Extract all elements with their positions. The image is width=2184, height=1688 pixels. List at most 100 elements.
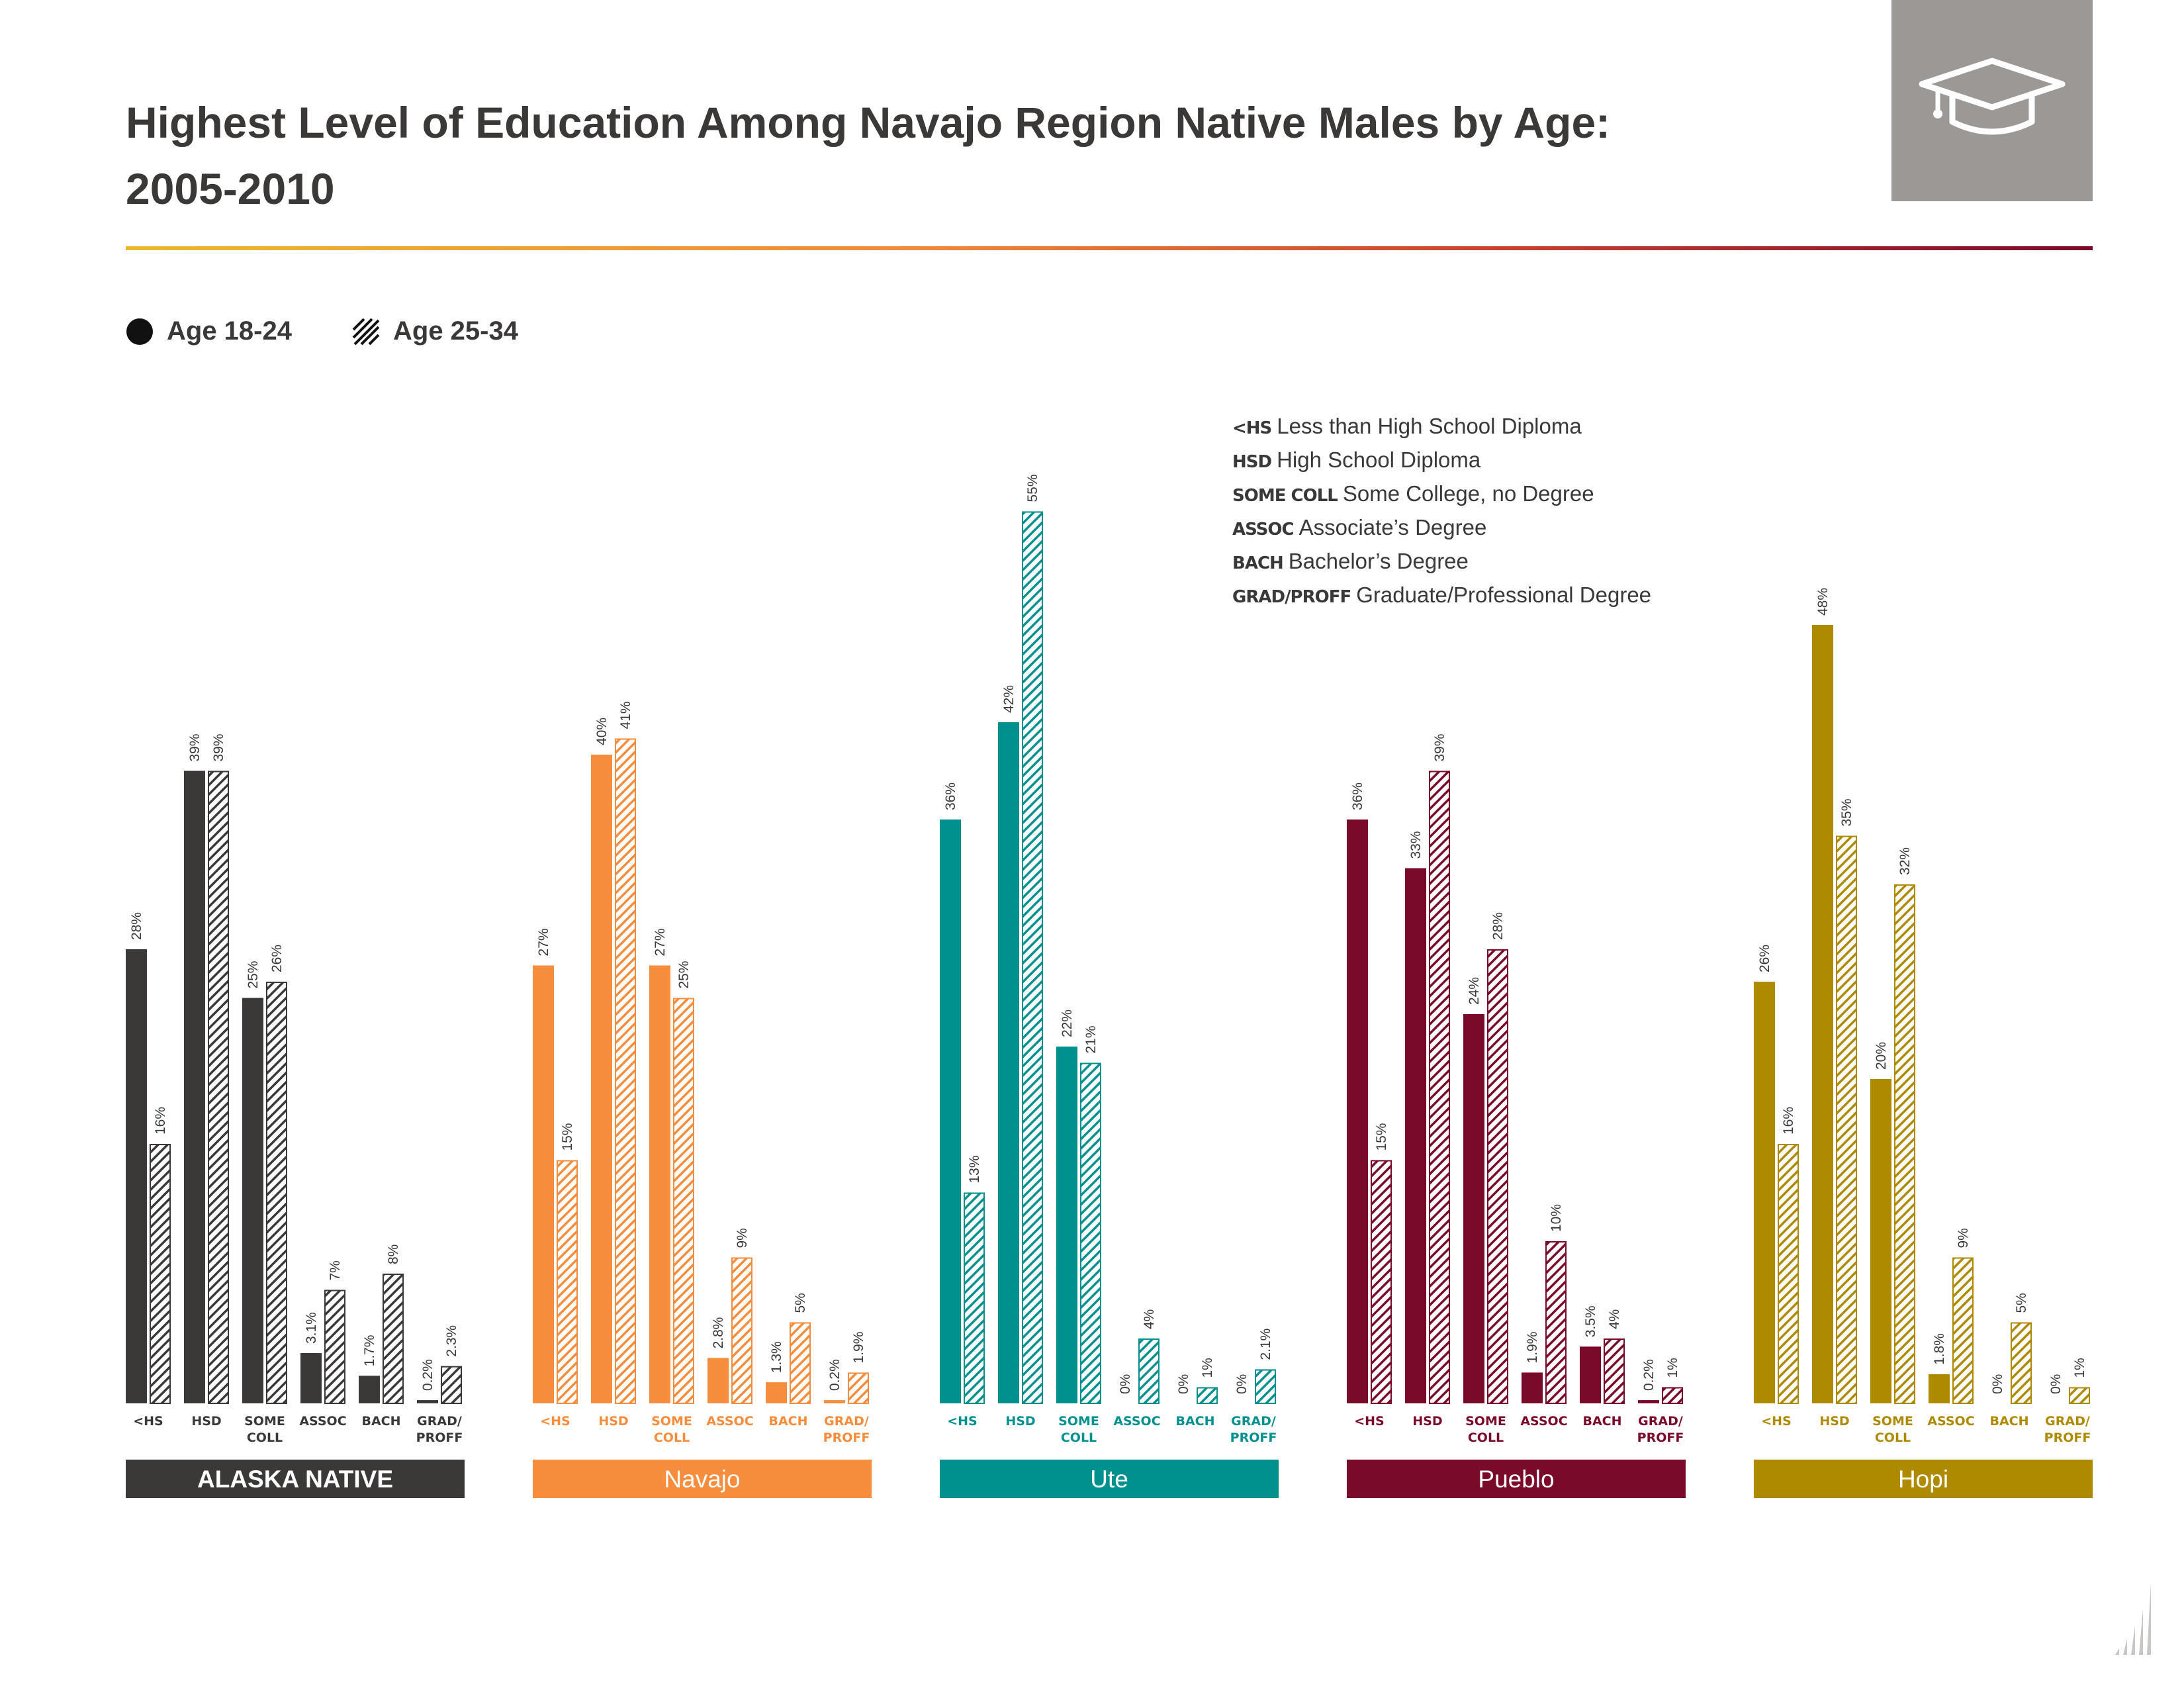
bar-value-label: 13% <box>967 1155 982 1183</box>
bar-age-25-34 <box>441 1366 462 1404</box>
category-label: <HS <box>947 1414 978 1429</box>
graduation-cap-icon <box>1919 58 2066 135</box>
bar-age-18-24 <box>1929 1374 1950 1403</box>
group-label: Ute <box>1090 1466 1128 1493</box>
bar-age-25-34 <box>150 1144 171 1404</box>
bar-age-25-34 <box>1662 1387 1683 1404</box>
bar-age-18-24 <box>1754 982 1775 1403</box>
bar-value-label: 7% <box>328 1260 343 1280</box>
bar-value-label: 20% <box>1874 1042 1889 1070</box>
hatch-swatch-icon <box>352 318 380 345</box>
bar-value-label: 26% <box>1757 945 1772 972</box>
category-label: ASSOC <box>1927 1414 1974 1429</box>
bar-value-label: 3.1% <box>304 1312 319 1344</box>
category-label: HSD <box>1005 1414 1035 1429</box>
group-label-box <box>126 1460 465 1498</box>
category-label: <HS <box>1761 1414 1792 1429</box>
bar-value-label: 9% <box>1956 1228 1971 1248</box>
panel-ute: 36% 13% <HS 42% 55% HSD 22% 21% SOME COLL 0% 4% ASSO… <box>940 474 1279 1498</box>
bar-value-label: 3.5% <box>1583 1305 1598 1337</box>
header-icon-box <box>1891 0 2093 201</box>
bar-value-label: 16% <box>1781 1107 1796 1135</box>
bar-age-25-34 <box>383 1274 404 1404</box>
category-label: BACH <box>1582 1414 1621 1429</box>
bar-age-18-24 <box>359 1376 380 1403</box>
bar-age-25-34 <box>1197 1387 1218 1404</box>
bar-value-label: 1% <box>1200 1358 1215 1378</box>
bar-age-25-34 <box>2069 1387 2090 1404</box>
bar-age-18-24 <box>649 965 670 1403</box>
bar-value-label: 26% <box>269 945 285 972</box>
category-label: <HS <box>540 1414 570 1429</box>
bar-value-label: 9% <box>735 1228 750 1248</box>
bar-value-label: 25% <box>676 961 692 988</box>
group-label-box <box>1754 1460 2093 1498</box>
legend-label: Age 18-24 <box>167 316 292 346</box>
bar-value-label: 2.3% <box>444 1325 459 1357</box>
bar-value-label: 0% <box>1234 1374 1250 1394</box>
group-label-box <box>940 1460 1279 1498</box>
abbr-row: BACH Bachelor’s Degree <box>1232 545 1651 579</box>
bar-value-label: 25% <box>246 961 261 988</box>
abbr-code: GRAD/PROFF <box>1232 587 1351 607</box>
bar-age-25-34 <box>1604 1338 1625 1404</box>
category-label: <HS <box>133 1414 163 1429</box>
bar-age-18-24 <box>1463 1014 1484 1403</box>
bar-value-label: 1% <box>2072 1358 2087 1378</box>
category-label: SOME COLL <box>1058 1414 1099 1445</box>
bar-age-18-24 <box>126 949 147 1403</box>
category-label: HSD <box>1819 1414 1849 1429</box>
bar-age-18-24 <box>1580 1346 1601 1403</box>
category-label: ASSOC <box>1520 1414 1567 1429</box>
bar-age-18-24 <box>1812 625 1833 1403</box>
chart-title-line2: 2005-2010 <box>126 164 335 213</box>
bar-age-25-34 <box>848 1372 869 1404</box>
abbr-row: GRAD/PROFF Graduate/Professional Degree <box>1232 579 1651 613</box>
bar-age-25-34 <box>1022 511 1043 1404</box>
bar-value-label: 0.2% <box>827 1359 842 1391</box>
bar-value-label: 5% <box>2014 1293 2029 1313</box>
category-label: GRAD/PROFF <box>2044 1414 2091 1445</box>
bar-value-label: 15% <box>1374 1123 1389 1150</box>
bar-age-25-34 <box>266 982 287 1404</box>
bar-value-label: 39% <box>187 733 203 761</box>
bar-value-label: 39% <box>1432 733 1447 761</box>
bar-value-label: 4% <box>1142 1309 1157 1329</box>
category-label: BACH <box>1175 1414 1214 1429</box>
bar-value-label: 0.2% <box>420 1359 435 1391</box>
legend-label: Age 25-34 <box>393 316 518 346</box>
bar-age-18-24 <box>824 1400 845 1403</box>
bar-age-25-34 <box>324 1289 345 1404</box>
group-label-box <box>533 1460 872 1498</box>
bar-value-label: 21% <box>1083 1025 1099 1053</box>
bar-value-label: 0% <box>1990 1374 2005 1394</box>
bar-value-label: 27% <box>653 928 668 956</box>
category-label: HSD <box>1412 1414 1442 1429</box>
bar-value-label: 2.1% <box>1258 1329 1273 1360</box>
category-label: BACH <box>768 1414 807 1429</box>
bar-value-label: 1.8% <box>1932 1333 1947 1365</box>
category-label: GRAD/PROFF <box>416 1414 463 1445</box>
bar-value-label: 2.8% <box>711 1317 726 1349</box>
group-label: Hopi <box>1898 1466 1948 1493</box>
bar-value-label: 15% <box>560 1123 575 1150</box>
abbr-row: SOME COLL Some College, no Degree <box>1232 478 1651 512</box>
bar-age-18-24 <box>300 1353 322 1403</box>
bar-value-label: 22% <box>1060 1009 1075 1037</box>
category-label: GRAD/PROFF <box>1637 1414 1684 1445</box>
abbr-row: HSD High School Diploma <box>1232 444 1651 478</box>
category-label: ASSOC <box>1113 1414 1160 1429</box>
bar-value-label: 27% <box>536 928 551 956</box>
abbr-code: <HS <box>1232 418 1272 438</box>
abbr-desc: Graduate/Professional Degree <box>1356 583 1652 607</box>
category-label: ASSOC <box>706 1414 753 1429</box>
abbr-desc: Associate’s Degree <box>1298 515 1487 539</box>
category-label: SOME COLL <box>651 1414 692 1445</box>
abbr-desc: Less than High School Diploma <box>1277 414 1582 438</box>
bar-value-label: 55% <box>1025 474 1040 502</box>
panel-pueblo: 36% 15% <HS 33% 39% HSD 24% 28% SOME COLL 1.9% 10% A… <box>1347 733 1686 1498</box>
chart-title: Highest Level of Education Among Navajo … <box>126 89 1780 222</box>
bar-age-18-24 <box>1870 1079 1891 1403</box>
category-label: <HS <box>1354 1414 1385 1429</box>
